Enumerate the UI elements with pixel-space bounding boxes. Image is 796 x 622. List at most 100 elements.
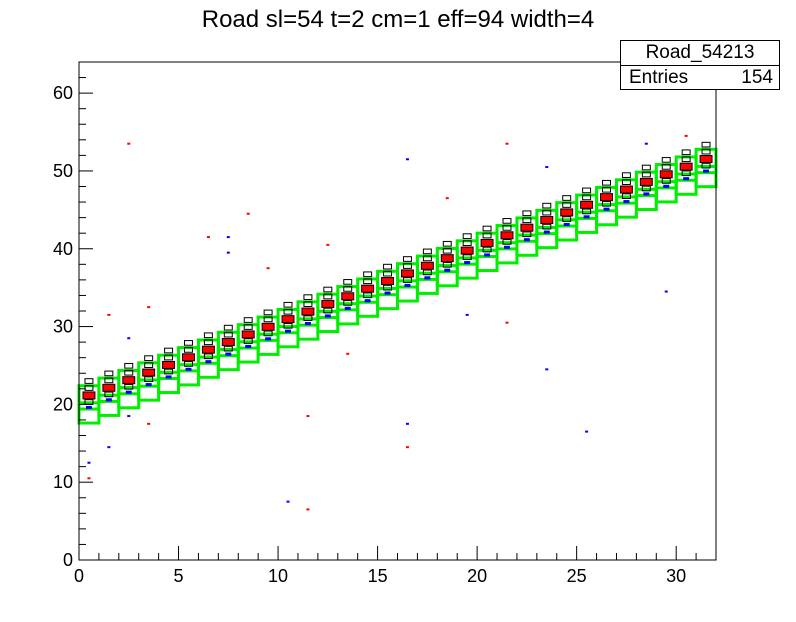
hit-box (303, 294, 313, 300)
plot-frame (78, 61, 717, 561)
hit-box (243, 317, 253, 323)
hit-cell (182, 353, 195, 362)
outlier-hit (266, 267, 270, 270)
road-window (276, 325, 300, 349)
road-window (316, 309, 340, 334)
hit-box (502, 225, 512, 231)
hit-box (442, 247, 452, 254)
outlier-hit (127, 415, 131, 418)
road-window (614, 195, 638, 219)
hit-box (442, 261, 452, 268)
road-window (575, 210, 599, 234)
hit-box (203, 339, 213, 346)
hit-box (363, 292, 373, 299)
hit-box (84, 385, 94, 391)
hit-box (602, 179, 611, 186)
hit-cell (285, 329, 292, 333)
hit-cell (619, 185, 633, 194)
hit-box (164, 354, 174, 361)
road-window (396, 279, 419, 303)
hit-box (184, 361, 193, 367)
hit-box (283, 308, 293, 315)
hit-box (621, 179, 631, 185)
hit-cell (221, 338, 235, 347)
hit-cell (659, 170, 673, 179)
outlier-hit (246, 212, 250, 215)
hit-box (621, 193, 631, 199)
road-window (435, 264, 459, 288)
hit-cell (125, 390, 132, 394)
hit-box (602, 186, 611, 193)
outlier-hit (545, 368, 549, 371)
hit-box (661, 178, 671, 184)
hit-cell (484, 253, 491, 257)
outlier-hit (664, 290, 668, 293)
hit-box (263, 316, 273, 323)
chart-title: Road sl=54 t=2 cm=1 eff=94 width=4 (201, 6, 595, 33)
hit-box (144, 376, 154, 382)
road-window (356, 294, 380, 318)
hit-cell (663, 184, 670, 188)
hit-box (283, 322, 293, 329)
road-window (595, 203, 618, 227)
stats-entries-value: 154 (741, 67, 773, 88)
road-window (555, 218, 579, 242)
hit-box (223, 345, 233, 352)
outlier-hit (87, 477, 91, 480)
hit-box (323, 286, 333, 293)
hit-cell (162, 360, 176, 369)
hit-cell (85, 405, 92, 410)
hit-cell (580, 200, 594, 209)
hit-box (462, 233, 472, 239)
hit-cell (500, 231, 514, 240)
hit-cell (265, 337, 272, 341)
road-window (256, 332, 280, 356)
hit-box (701, 162, 711, 169)
road-window (196, 355, 220, 379)
stats-histogram-name: Road_54213 (621, 41, 779, 66)
outlier-hit (405, 446, 409, 449)
outlier-hit (585, 430, 589, 433)
hit-cell (225, 352, 232, 356)
hit-cell (563, 222, 570, 227)
x-tick-label: 20 (467, 566, 487, 586)
hit-box (203, 332, 213, 339)
outlier-hit (445, 197, 449, 200)
hit-cell (424, 276, 431, 280)
hit-cell (560, 208, 574, 217)
road-window (654, 180, 678, 204)
hit-box (104, 391, 114, 398)
hit-cell (245, 344, 252, 349)
hit-cell (699, 155, 713, 164)
x-tick-label: 10 (268, 566, 288, 586)
hit-cell (82, 391, 96, 400)
hit-box (343, 300, 353, 306)
stats-entries-label: Entries (629, 67, 689, 88)
hit-cell (341, 292, 355, 301)
outlier-hit (147, 306, 151, 309)
hit-box (383, 263, 393, 270)
hit-box (582, 194, 592, 201)
hit-box (482, 232, 492, 239)
outlier-hit (107, 446, 111, 449)
hit-box (184, 347, 193, 353)
y-tick-label: 10 (53, 472, 73, 492)
stats-box: Road_54213 Entries 154 (620, 40, 780, 90)
road-window (475, 248, 499, 273)
hit-cell (201, 345, 215, 354)
hit-box (502, 239, 512, 245)
hit-box (482, 246, 492, 253)
hit-box (701, 141, 711, 148)
hit-box (104, 370, 114, 377)
hit-box (462, 254, 472, 260)
hit-cell (324, 314, 331, 318)
hit-box (641, 164, 651, 171)
hit-box (522, 231, 532, 238)
hit-box (522, 217, 532, 224)
hit-box (184, 340, 193, 346)
road-window (97, 393, 121, 417)
hit-box (641, 185, 651, 192)
hit-box (223, 331, 233, 338)
hit-box (283, 301, 293, 308)
hit-cell (639, 177, 653, 186)
